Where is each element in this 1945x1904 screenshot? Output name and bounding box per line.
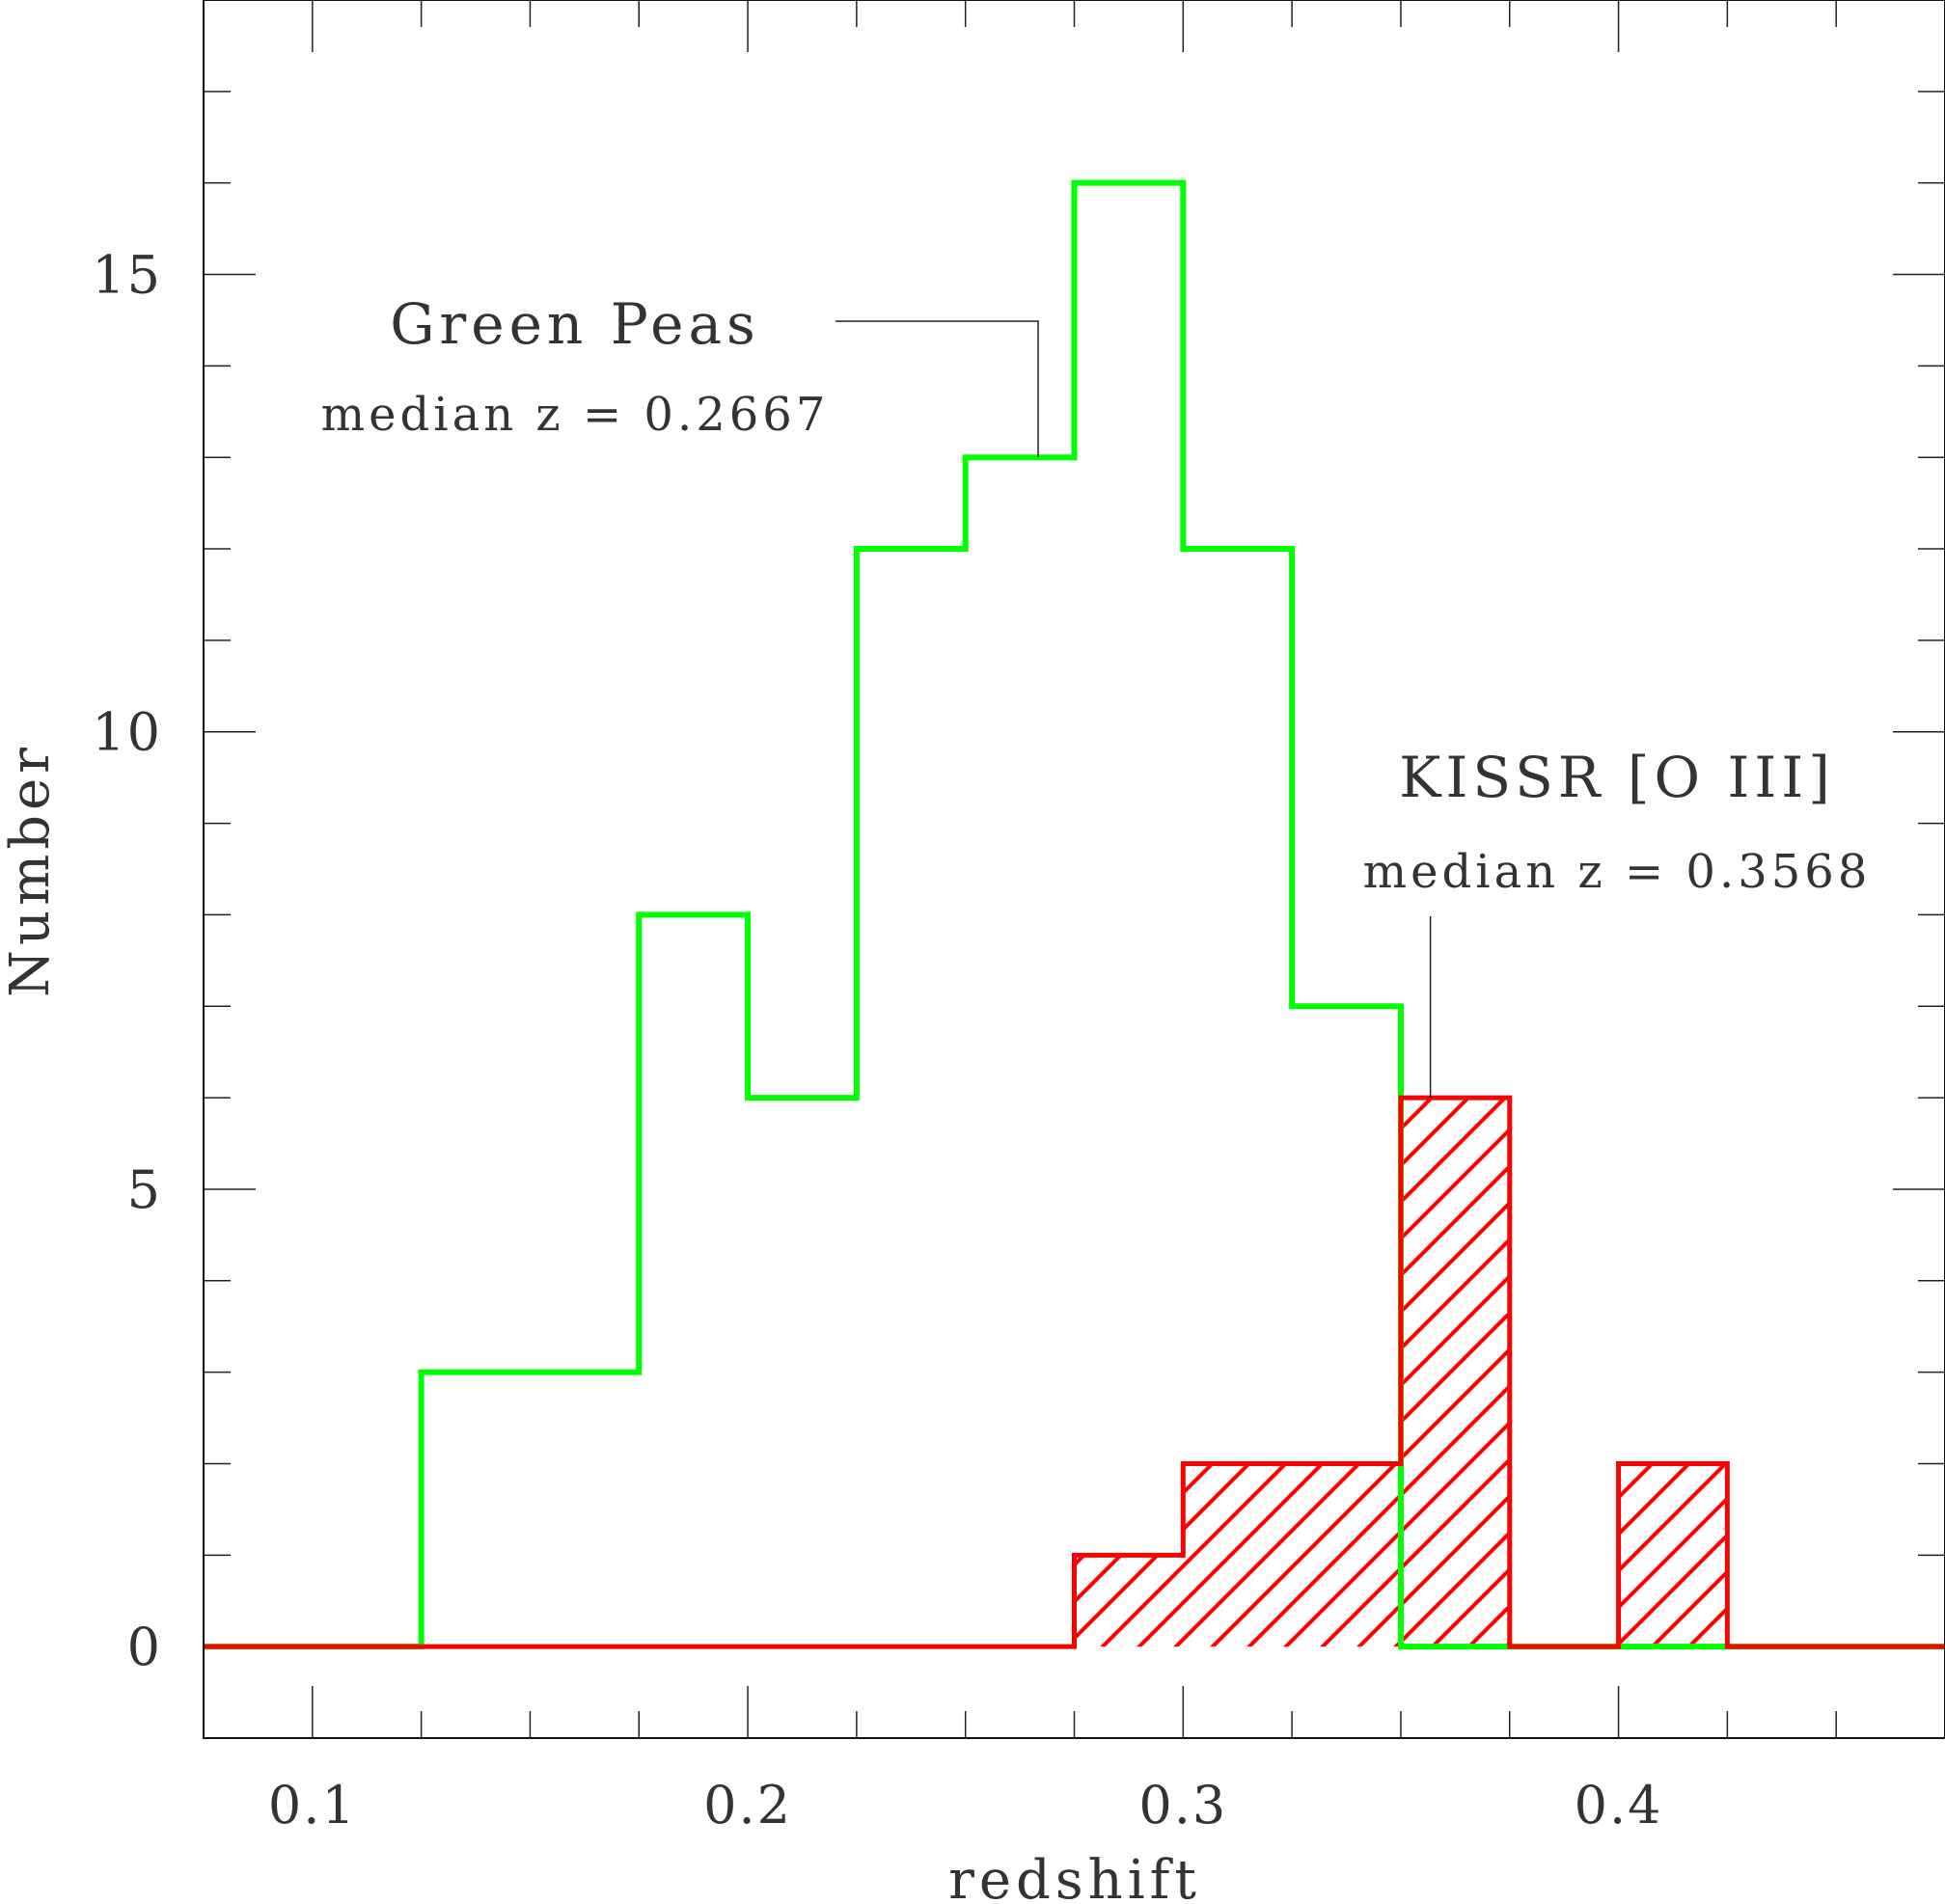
plot-border xyxy=(203,0,1945,1739)
x-axis-tick-labels: 0.1 0.2 0.3 0.4 xyxy=(268,1775,1663,1836)
green-peas-histogram xyxy=(204,179,1945,1650)
x-tick-label: 0.1 xyxy=(268,1775,357,1836)
y-tick-label: 10 xyxy=(92,702,162,763)
annotations: Green Peas median z = 0.2667 KISSR [O III]… xyxy=(321,291,1872,1099)
x-tick-label: 0.2 xyxy=(703,1775,792,1836)
green-peas-label: Green Peas xyxy=(390,291,760,357)
kissr-label: KISSR [O III] xyxy=(1399,745,1835,810)
green-peas-median-label: median z = 0.2667 xyxy=(321,388,830,442)
green-peas-pointer xyxy=(836,320,1039,458)
x-axis-title: redshift xyxy=(948,1849,1201,1904)
x-tick-label: 0.4 xyxy=(1575,1775,1663,1836)
y-tick-label: 5 xyxy=(127,1159,162,1220)
histogram-bars xyxy=(204,179,1945,1650)
plot-frame xyxy=(203,0,1945,1739)
kissr-median-label: median z = 0.3568 xyxy=(1363,845,1872,899)
y-tick-label: 0 xyxy=(127,1617,162,1677)
y-axis-title: Number xyxy=(0,743,62,997)
y-axis-tick-labels: 0 5 10 15 xyxy=(92,245,162,1678)
kissr-histogram xyxy=(204,1095,1945,1649)
y-tick-label: 15 xyxy=(92,245,162,306)
x-tick-label: 0.3 xyxy=(1138,1775,1227,1836)
axis-ticks xyxy=(204,0,1945,1739)
